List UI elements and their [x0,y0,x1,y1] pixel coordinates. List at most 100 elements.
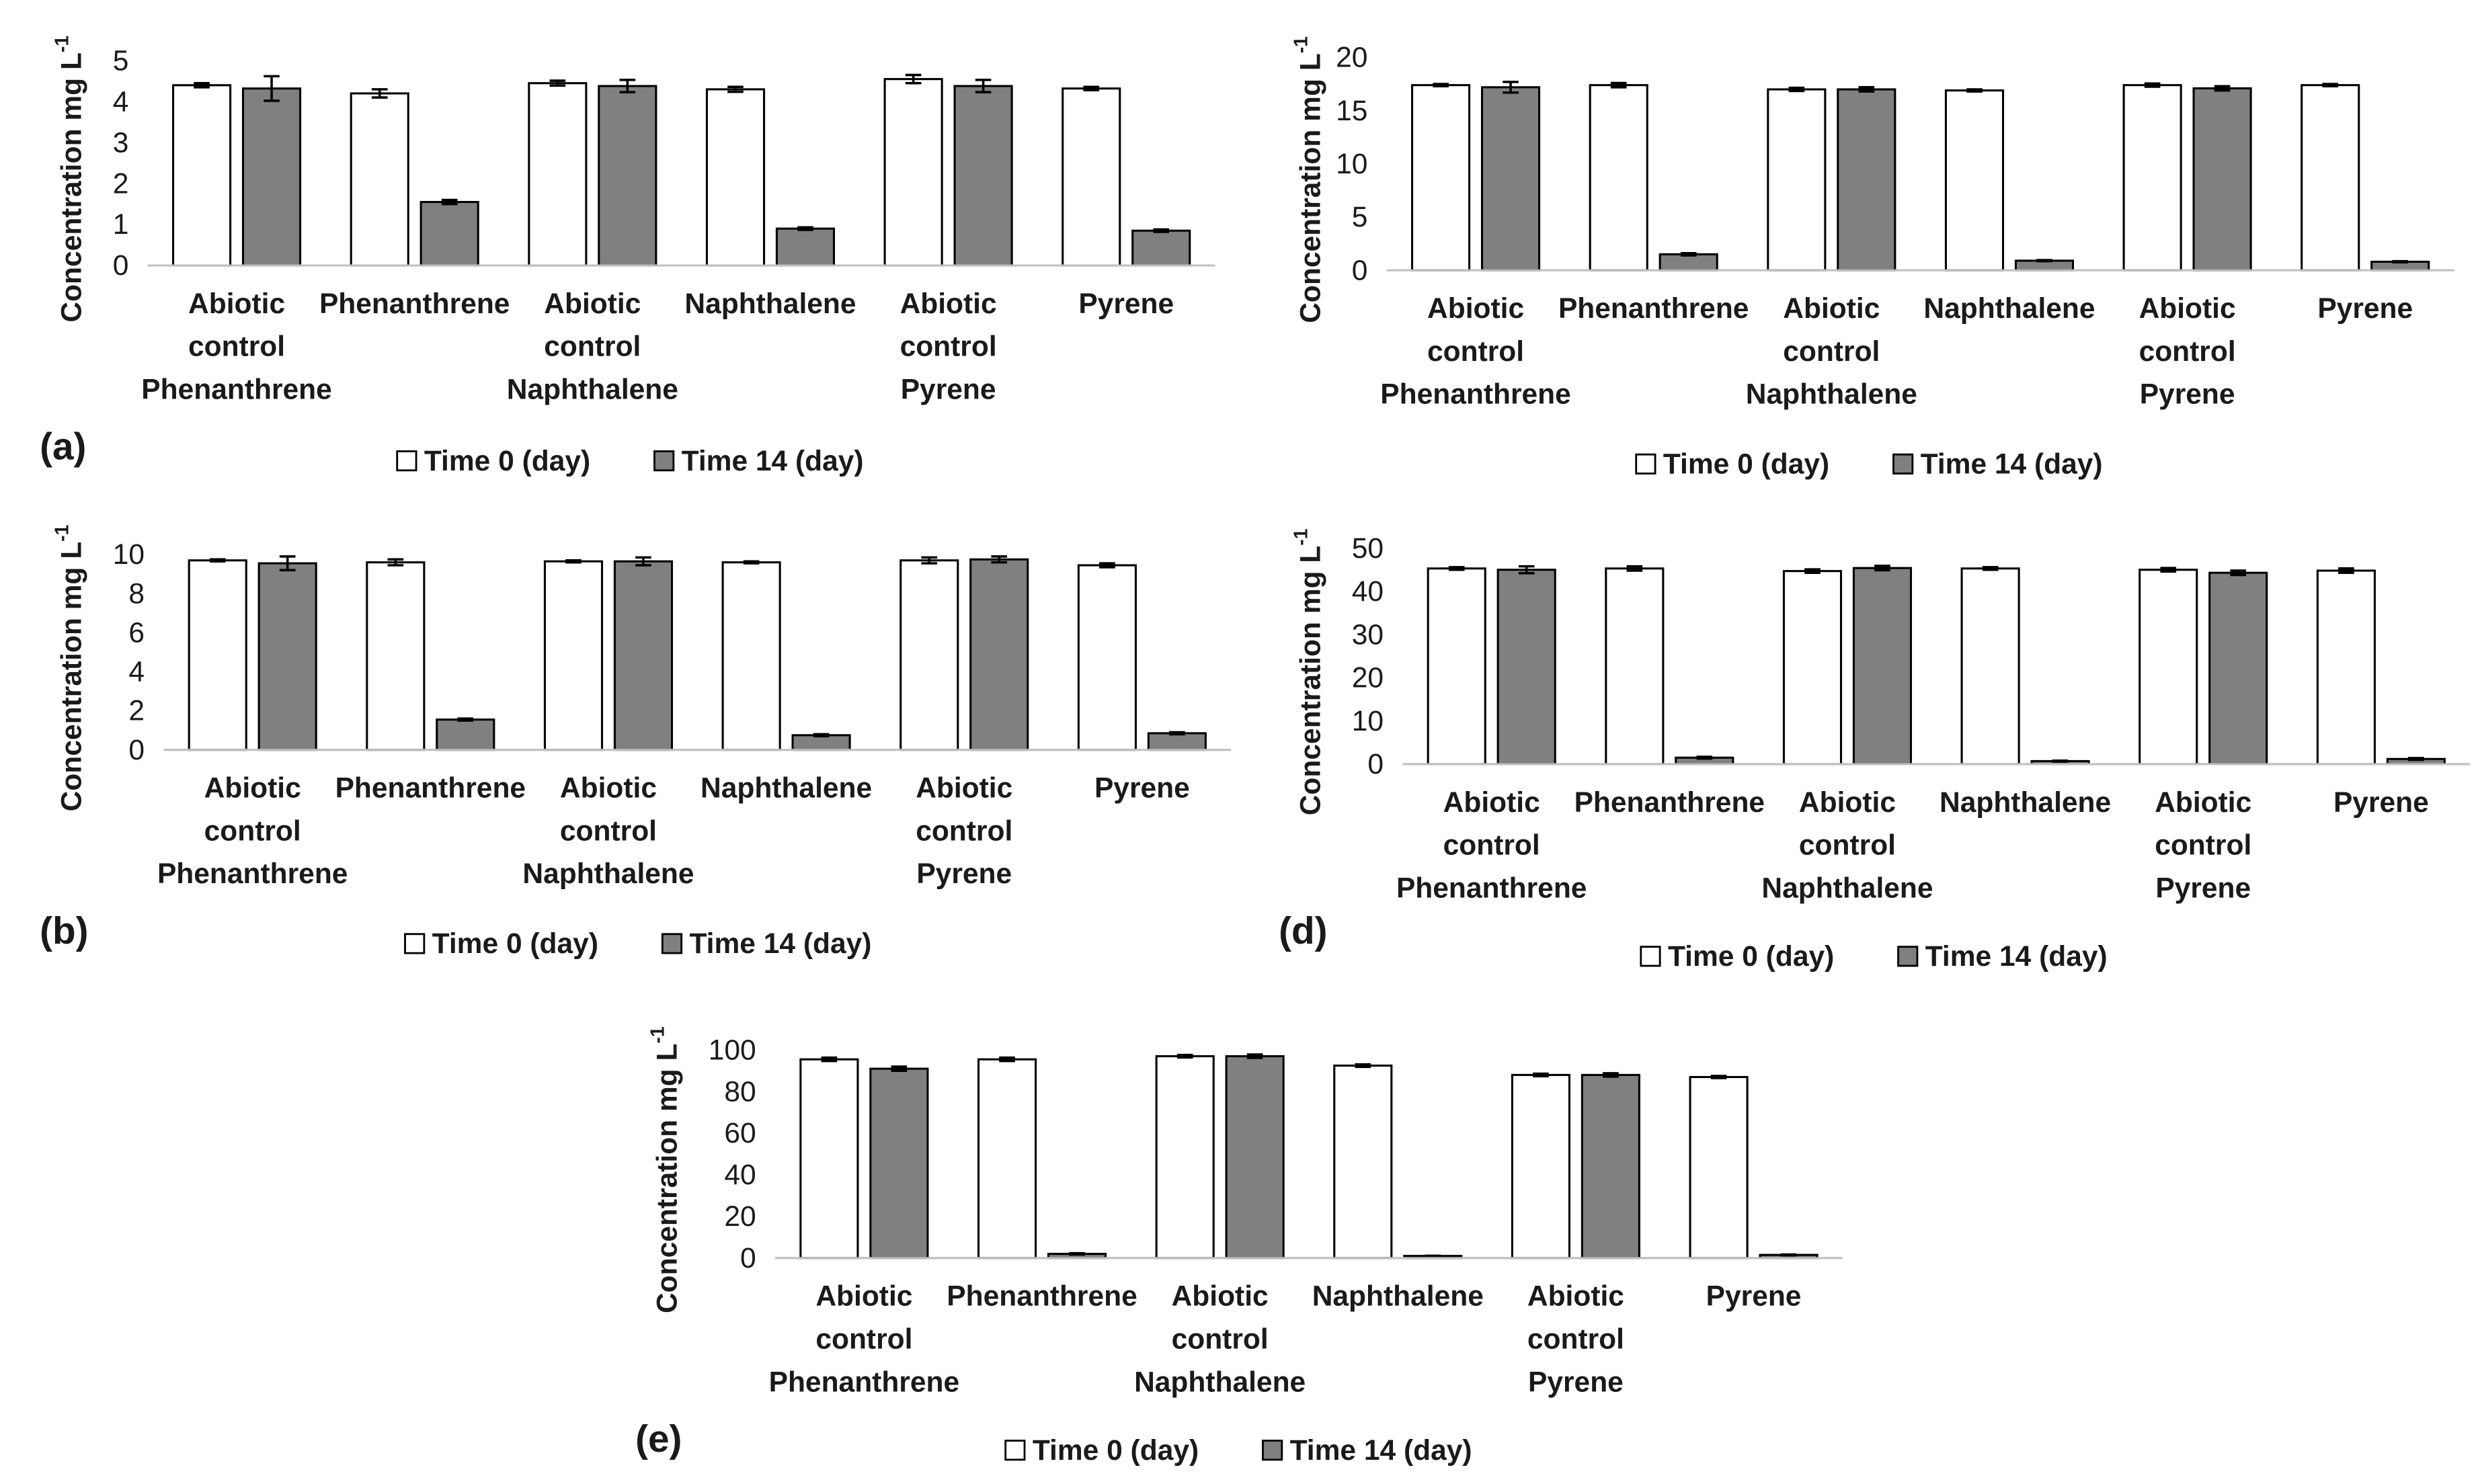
legend-swatch [661,933,683,954]
bar [1480,86,1541,272]
y-label-superscript: -1 [647,1026,669,1043]
bar [257,562,317,751]
bar [1689,1075,1749,1260]
x-tick-label: Naphthalene [1940,786,2111,819]
bar [366,561,426,751]
legend-label: Time 0 (day) [424,445,590,477]
legend-swatch [396,450,417,472]
bar [1837,88,1896,272]
bar [350,92,409,267]
y-tick-label: 2 [113,167,129,200]
x-tick-line: Pyrene [901,373,996,405]
error-bar [1169,731,1185,736]
x-tick-label: Phenanthrene [1558,292,1749,325]
legend-label: Time 0 (day) [1668,940,1834,973]
error-bar [821,1056,838,1063]
error-bar [635,556,651,567]
error-bar [1153,228,1170,233]
x-tick-line: Pyrene [1528,1366,1624,1398]
y-tick-label: 40 [724,1159,756,1191]
y-tick-label: 4 [128,656,145,688]
x-tick-line: Abiotic [1783,292,1880,325]
error-bar [264,75,280,102]
x-tick-line: Pyrene [2140,378,2235,411]
y-tick-label: 6 [128,616,145,649]
error-bar [1626,565,1643,572]
error-bar [1804,568,1821,575]
x-tick-label: Abiotic control Naphthalene [507,288,678,406]
x-tick-label: Pyrene [2317,292,2413,325]
bar [598,85,657,267]
legend-swatch [1640,946,1661,967]
bar [188,559,247,751]
y-tick-label: 4 [113,85,129,118]
x-tick-line: Abiotic [1799,786,1896,819]
error-bar [2160,567,2177,573]
legend-label: Time 14 (day) [1925,940,2108,973]
y-tick-label: 0 [1367,748,1384,780]
error-bar [1355,1063,1371,1069]
x-tick-line: control [1443,829,1540,862]
x-tick-line: control [560,815,657,847]
error-bar [1433,83,1449,88]
x-tick-line: Naphthalene [1923,292,2095,325]
x-tick-line: Naphthalene [1134,1366,1306,1398]
x-tick-line: Pyrene [916,858,1012,890]
x-tick-label: Abiotic control Phenanthrene [157,772,348,891]
x-tick-line: Abiotic [900,288,997,320]
x-tick-line: Naphthalene [701,772,872,805]
legend-swatch [1892,453,1914,475]
y-tick-label: 10 [113,538,145,571]
y-tick-label: 20 [1352,662,1384,694]
error-bar [209,558,226,563]
legend-label: Time 14 (day) [1921,448,2103,481]
x-tick-label: Abiotic control Pyrene [1527,1280,1624,1399]
y-tick-label: 0 [113,249,129,282]
error-bar [905,73,922,85]
y-tick-label: 80 [724,1075,756,1108]
x-tick-label: Naphthalene [1312,1280,1484,1313]
error-bar [194,81,210,89]
x-tick-line: Pyrene [1078,288,1174,320]
x-tick-label: Abiotic control Pyrene [900,288,997,406]
bar [1944,89,2005,272]
panel-label: (e) [635,1418,682,1460]
chart-panel: 0 1 2 3 4 5 Concentration mg L-1 Abiotic control… [40,36,1215,477]
error-bar [1966,88,1983,93]
error-bar [1710,1075,1727,1079]
error-bar [565,559,582,564]
bar [869,1067,929,1260]
x-tick-line: control [900,331,997,363]
error-bar [727,85,744,93]
error-bar [921,556,938,565]
error-bar [797,226,813,231]
bar [1411,84,1471,272]
x-tick-label: Abiotic control Naphthalene [1134,1280,1306,1399]
panel-label: (d) [1279,910,1327,952]
error-bar [2230,569,2247,577]
x-tick-line: Phenanthrene [1396,872,1587,904]
error-bar [371,88,388,99]
x-tick-line: Naphthalene [522,858,694,890]
x-tick-line: control [544,331,641,363]
error-bar [387,558,404,567]
legend-label: Time 0 (day) [432,928,598,960]
error-bar [2214,85,2231,92]
y-label-superscript: -1 [1291,36,1312,53]
error-bar [2338,567,2354,575]
legend-label: Time 14 (day) [1290,1434,1472,1467]
x-tick-line: control [916,815,1012,847]
x-tick-line: control [1799,829,1896,862]
y-tick-label: 30 [1352,618,1384,651]
bar [1062,87,1121,267]
legend-swatch [1262,1440,1283,1461]
legend-label: Time 0 (day) [1663,448,1829,481]
x-tick-label: Abiotic control Pyrene [916,772,1012,891]
x-tick-line: Phenanthrene [157,858,348,890]
error-bar [1246,1053,1263,1059]
error-bar [1503,81,1519,94]
y-tick-label: 0 [128,734,145,766]
x-tick-label: Abiotic control Phenanthrene [141,288,332,406]
x-tick-label: Abiotic control Naphthalene [1746,292,1917,411]
